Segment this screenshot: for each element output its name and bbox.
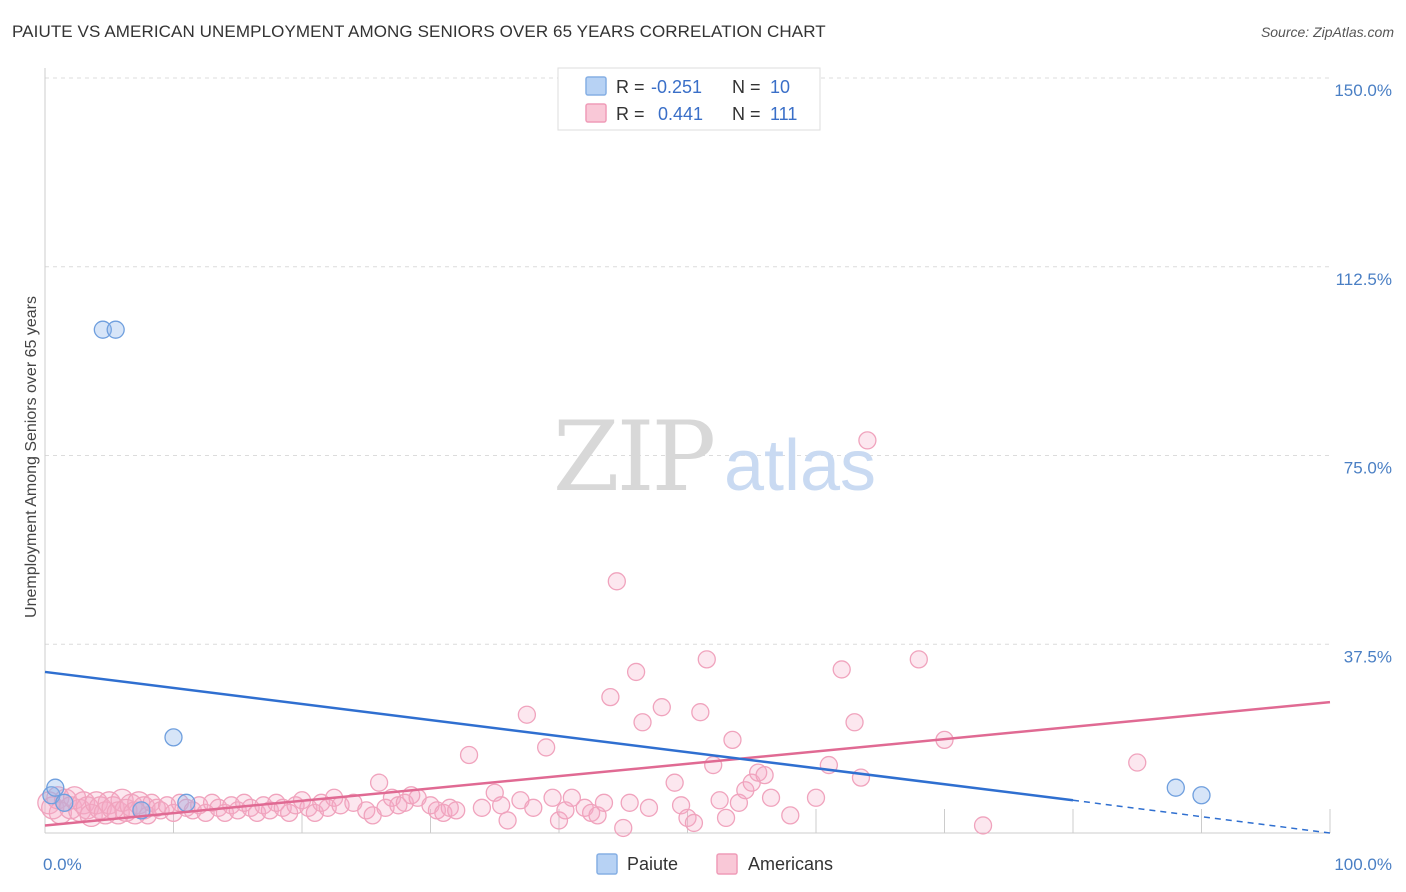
americans-point-71: [472, 798, 492, 817]
americans-point-88: [607, 572, 626, 591]
watermark-atlas: atlas: [724, 426, 876, 506]
americans-point-114: [832, 660, 851, 679]
y-axis-label: Unemployment Among Seniors over 65 years: [23, 296, 40, 618]
paiute-point-3: [93, 320, 112, 339]
x-tick-labels: 0.0% 100.0%: [43, 855, 1392, 874]
americans-point-99: [691, 703, 710, 722]
americans-point-102: [710, 791, 729, 810]
y-tick-label-1: 75.0%: [1344, 459, 1392, 478]
americans-point-120: [973, 816, 993, 835]
americans-points: [37, 431, 1147, 838]
americans-point-70: [459, 745, 479, 765]
americans-point-117: [858, 431, 877, 450]
y-tick-label-2: 112.5%: [1336, 270, 1392, 289]
americans-point-118: [909, 650, 928, 669]
americans-trend-line: [44, 700, 1331, 827]
axes: [44, 68, 1331, 834]
paiute-point-8: [1166, 778, 1185, 797]
americans-point-90: [620, 793, 639, 812]
americans-point-77: [524, 798, 543, 817]
legend-bottom-paiute: Paiute: [627, 854, 678, 874]
legend-r-value-americans: 0.441: [658, 104, 703, 124]
legend-r-label-paiute: R =: [616, 77, 645, 97]
legend-r-label-americans: R =: [616, 104, 645, 124]
paiute-point-4: [106, 320, 125, 339]
legend-top: R = -0.251 N = 10 R = 0.441 N = 111: [557, 67, 821, 131]
americans-point-69: [447, 801, 466, 820]
chart-title: PAIUTE VS AMERICAN UNEMPLOYMENT AMONG SE…: [12, 22, 826, 41]
americans-point-87: [601, 687, 620, 707]
legend-bottom-swatch-americans: [716, 853, 738, 875]
americans-point-111: [781, 806, 800, 825]
paiute-point-7: [177, 793, 196, 812]
americans-point-79: [543, 788, 562, 807]
americans-point-103: [716, 808, 736, 828]
americans-point-94: [652, 698, 671, 717]
grid-lines: [45, 77, 1330, 645]
americans-point-46: [279, 803, 299, 823]
americans-point-86: [594, 793, 614, 812]
americans-point-109: [755, 765, 774, 785]
legend-n-value-americans: 111: [770, 104, 797, 124]
americans-point-93: [639, 798, 659, 817]
paiute-point-2: [55, 793, 74, 812]
legend-r-value-paiute: -0.251: [651, 77, 702, 97]
paiute-point-6: [164, 728, 183, 747]
americans-point-110: [761, 788, 781, 807]
watermark: ZIP atlas: [553, 401, 876, 513]
americans-point-91: [626, 662, 646, 682]
americans-point-100: [697, 650, 716, 669]
legend-n-value-paiute: 10: [770, 77, 790, 97]
paiute-trend-line: [44, 670, 1074, 802]
americans-point-58: [369, 773, 389, 792]
x-tick-label-1: 100.0%: [1334, 855, 1392, 874]
legend-n-label-americans: N =: [732, 104, 761, 124]
americans-point-95: [665, 773, 684, 792]
americans-point-92: [633, 713, 652, 732]
americans-point-101: [704, 755, 723, 775]
americans-point-76: [517, 705, 537, 724]
americans-point-74: [498, 811, 517, 830]
americans-point-106: [736, 781, 755, 800]
y-tick-labels: 37.5% 75.0% 112.5% 150.0%: [1334, 81, 1392, 666]
americans-point-115: [845, 713, 864, 732]
paiute-point-9: [1192, 786, 1211, 805]
legend-swatch-paiute: [585, 76, 607, 96]
legend-bottom-americans: Americans: [748, 854, 833, 874]
americans-point-104: [723, 730, 742, 750]
americans-point-116: [851, 768, 871, 787]
americans-point-89: [614, 818, 633, 838]
americans-point-82: [562, 788, 581, 807]
y-tick-label-0: 37.5%: [1344, 647, 1392, 666]
legend-n-label-paiute: N =: [732, 77, 761, 97]
legend-bottom: Paiute Americans: [596, 853, 833, 875]
source-label: Source: ZipAtlas.com: [1260, 24, 1394, 40]
americans-point-112: [806, 788, 826, 807]
americans-point-80: [549, 811, 569, 830]
watermark-zip: ZIP: [553, 401, 714, 513]
legend-swatch-americans: [585, 103, 607, 123]
americans-point-121: [1128, 753, 1147, 772]
americans-point-73: [492, 796, 511, 815]
legend-bottom-swatch-paiute: [596, 853, 618, 875]
x-tick-label-0: 0.0%: [43, 855, 82, 874]
americans-point-78: [537, 738, 556, 757]
y-tick-label-3: 150.0%: [1334, 81, 1392, 100]
paiute-point-1: [46, 778, 65, 797]
americans-point-98: [684, 813, 704, 833]
trend-lines: [44, 670, 1331, 834]
